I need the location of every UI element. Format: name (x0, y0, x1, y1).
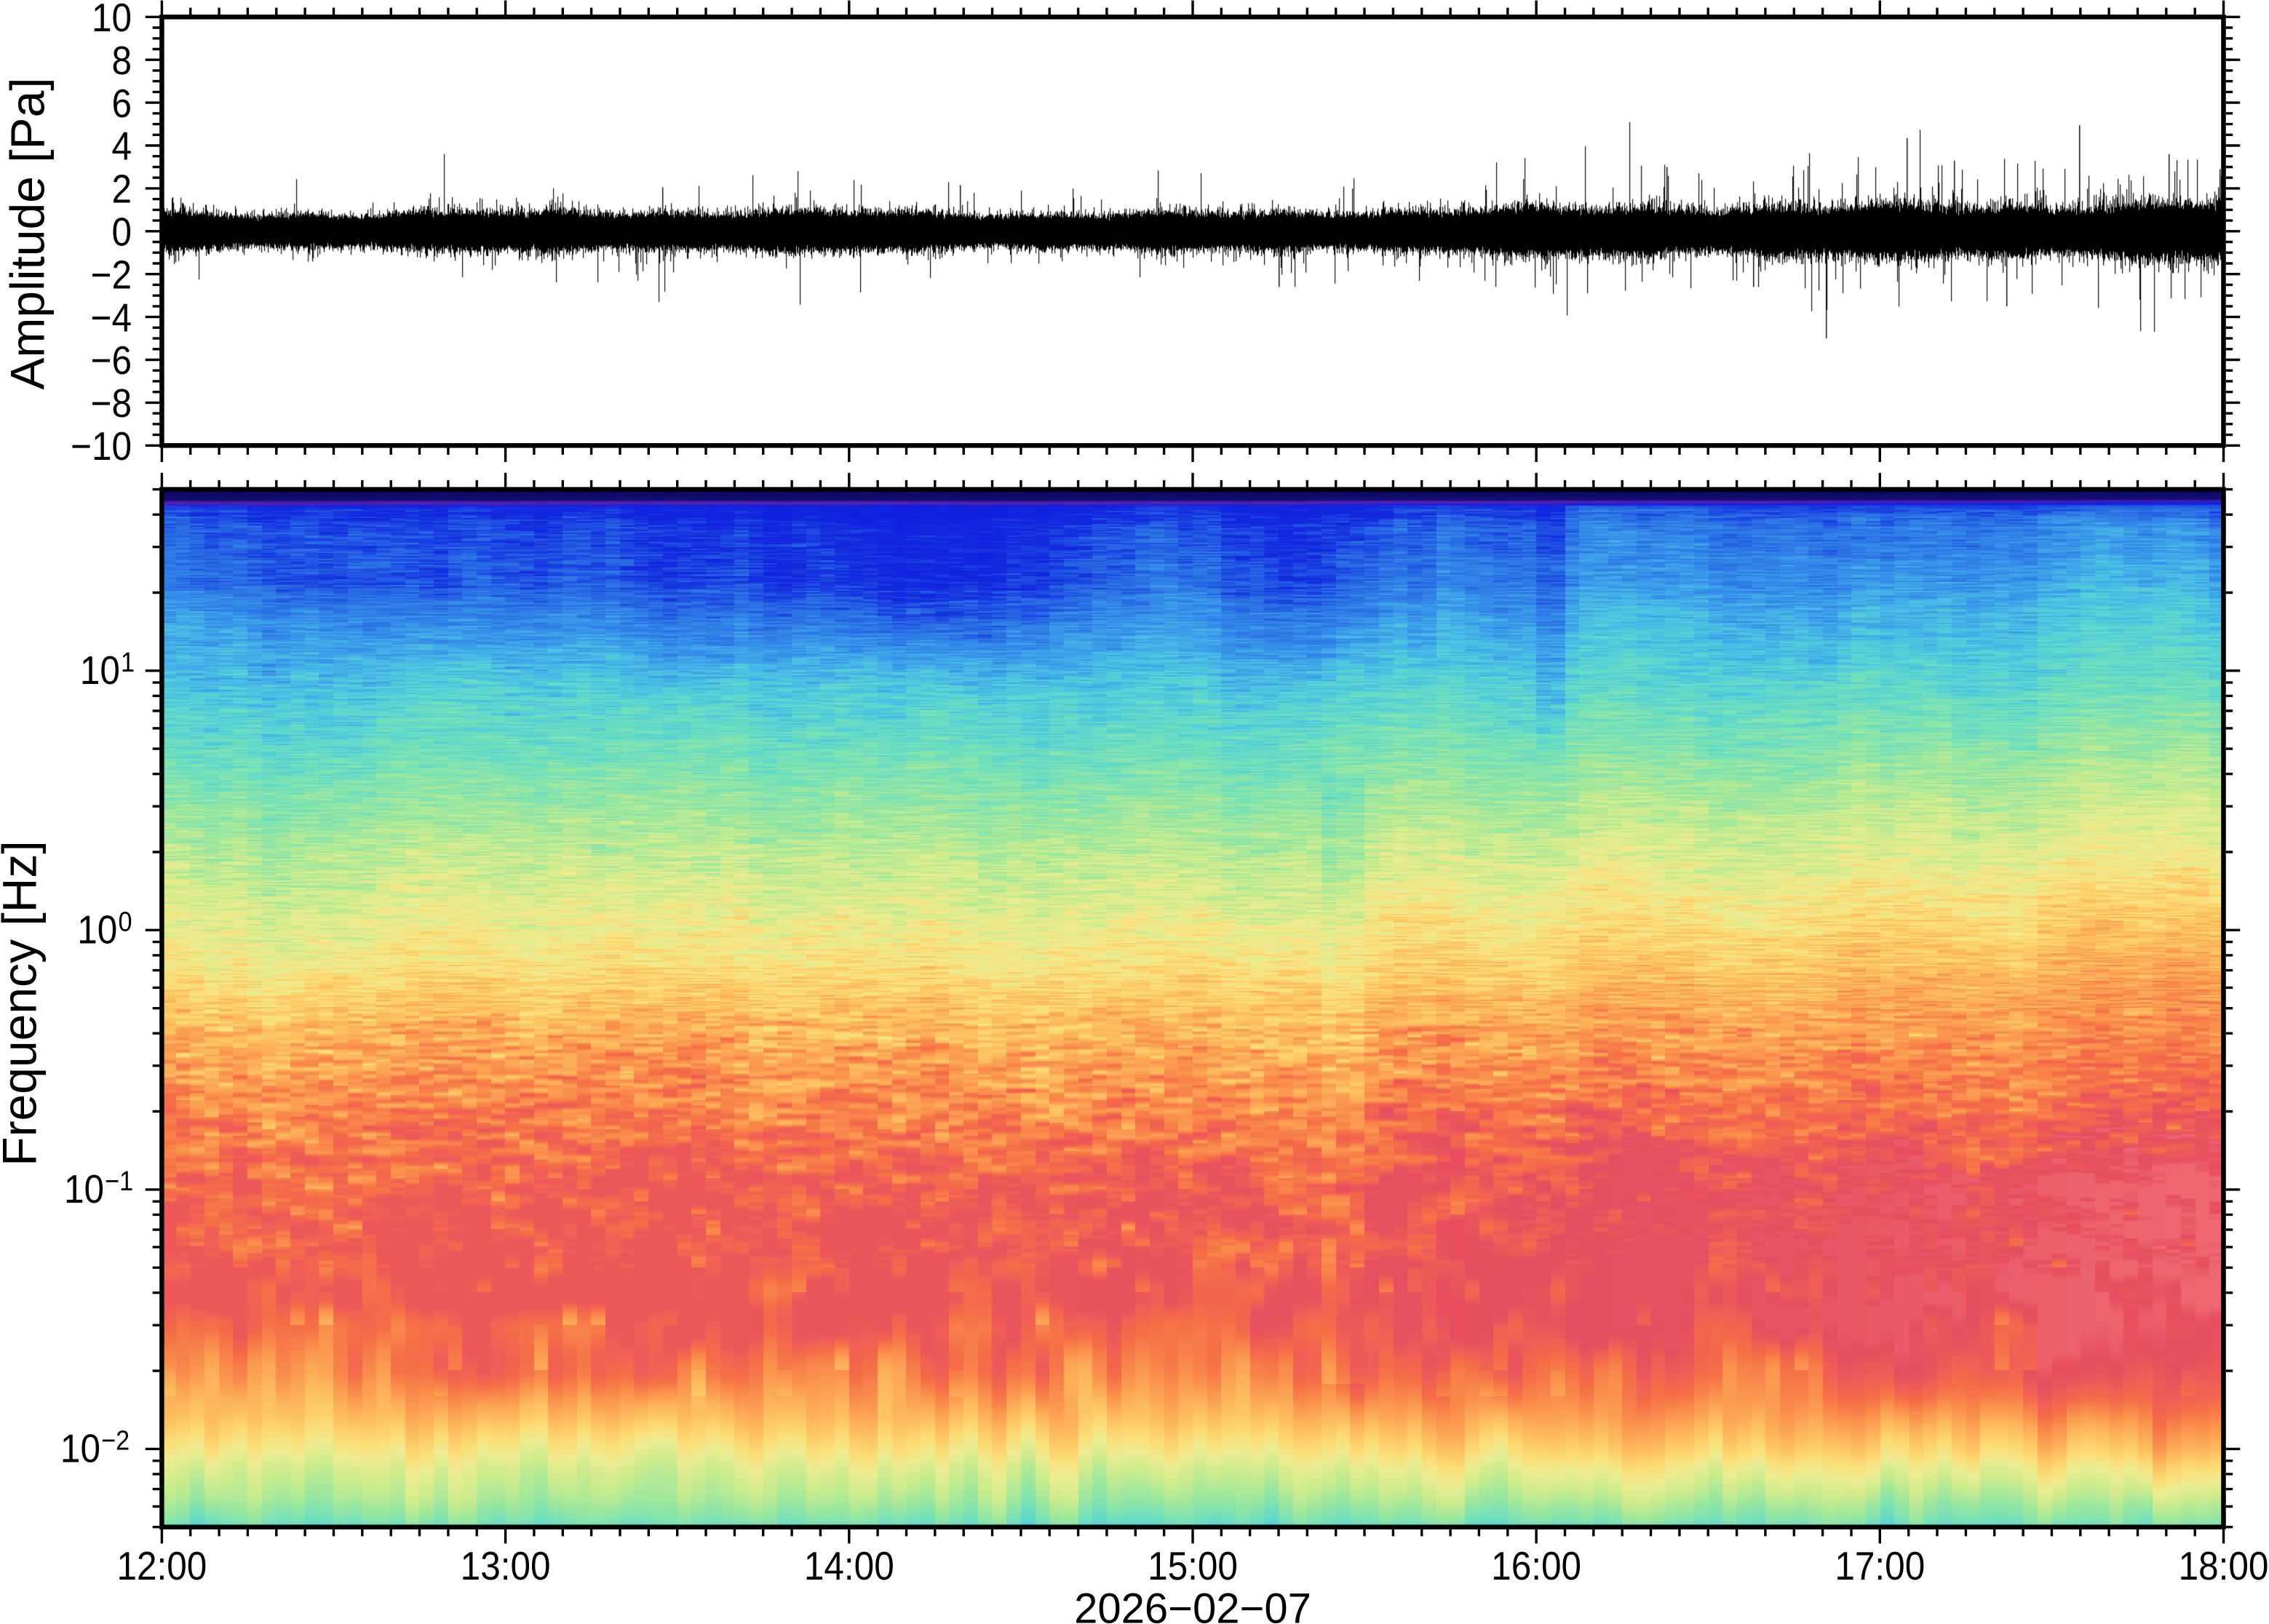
svg-text:−6: −6 (91, 339, 132, 383)
svg-text:18:00: 18:00 (2179, 1545, 2269, 1589)
svg-text:15:00: 15:00 (1148, 1545, 1238, 1589)
svg-text:1: 1 (121, 646, 135, 677)
svg-text:Amplitude [Pa]: Amplitude [Pa] (1, 77, 55, 389)
svg-text:−8: −8 (91, 382, 132, 426)
svg-text:17:00: 17:00 (1835, 1545, 1925, 1589)
svg-text:10: 10 (64, 1168, 104, 1212)
svg-text:−2: −2 (101, 1425, 130, 1456)
svg-text:Frequency [Hz]: Frequency [Hz] (0, 840, 47, 1166)
svg-text:10: 10 (60, 1427, 100, 1471)
svg-text:10: 10 (92, 0, 132, 41)
svg-text:−4: −4 (91, 296, 132, 341)
svg-text:6: 6 (111, 81, 132, 126)
svg-text:−10: −10 (71, 425, 132, 469)
svg-text:−2: −2 (91, 253, 132, 298)
svg-text:4: 4 (111, 124, 132, 169)
svg-text:14:00: 14:00 (804, 1545, 894, 1589)
svg-text:2026−02−07: 2026−02−07 (1074, 1585, 1311, 1624)
svg-text:10: 10 (80, 649, 120, 693)
svg-text:−1: −1 (105, 1165, 133, 1196)
svg-text:0: 0 (118, 906, 132, 937)
svg-text:8: 8 (111, 39, 132, 84)
svg-text:10: 10 (77, 908, 117, 952)
svg-text:13:00: 13:00 (461, 1545, 551, 1589)
svg-text:16:00: 16:00 (1491, 1545, 1581, 1589)
svg-text:2: 2 (111, 167, 132, 212)
svg-text:0: 0 (111, 210, 132, 255)
svg-text:12:00: 12:00 (116, 1545, 207, 1589)
